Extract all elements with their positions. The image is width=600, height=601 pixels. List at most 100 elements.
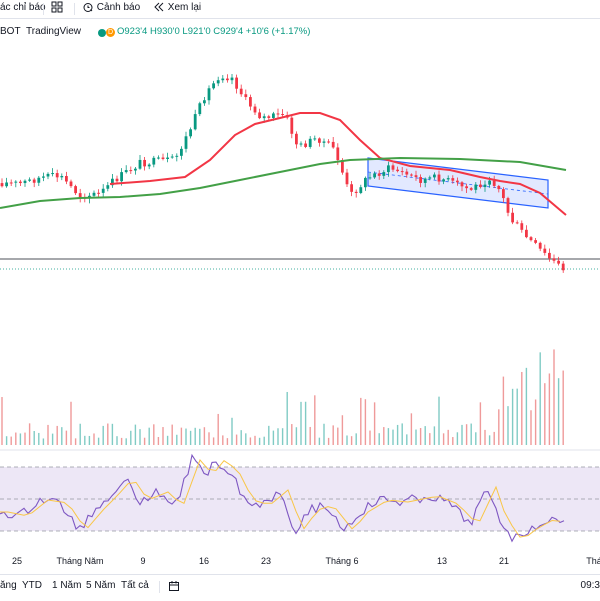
moving-average-slow [0, 156, 567, 209]
volume-bar [314, 395, 316, 445]
volume-bar [42, 438, 45, 445]
candle-body [226, 78, 229, 81]
range-button-ytd[interactable]: YTD [22, 580, 42, 591]
volume-bar [125, 438, 127, 445]
candle-body [216, 80, 220, 84]
candle-body [396, 169, 399, 172]
volume-bar [153, 424, 155, 445]
volume-bar [488, 435, 491, 445]
candle-body [506, 198, 510, 213]
candle-body [60, 175, 64, 178]
candle-body [520, 223, 524, 230]
candle-body [161, 157, 165, 159]
volume-bar [544, 383, 546, 445]
symbol-name: BOT [0, 26, 21, 37]
candle-body [295, 133, 298, 145]
volume-bar [249, 437, 252, 445]
time-axis-label: 25 [11, 556, 23, 566]
layout-grid-button[interactable] [51, 0, 63, 18]
candle-body [14, 181, 18, 183]
delayed-data-badge[interactable]: D [106, 28, 115, 37]
volume-bar [502, 376, 505, 445]
time-axis-label: 16 [198, 556, 210, 566]
range-button-5y[interactable]: 5 Năm [86, 580, 116, 591]
candle-body [106, 185, 110, 189]
candle-body [74, 186, 77, 194]
volume-bar [226, 438, 229, 445]
candle-body [327, 141, 330, 143]
volume-bar [429, 433, 431, 445]
candle-body [543, 248, 547, 253]
volume-bar [470, 423, 472, 445]
volume-bar [93, 433, 95, 445]
volume-bar [222, 435, 224, 445]
data-provider: TradingView [26, 26, 82, 37]
candle-body [175, 155, 179, 157]
candle-body [391, 165, 395, 170]
volume-bar [521, 371, 523, 445]
candle-body [373, 173, 376, 178]
candle-body [115, 178, 119, 182]
volume-bar [65, 430, 68, 445]
range-button-month[interactable]: ăng [0, 580, 17, 591]
volume-bar [134, 424, 137, 445]
range-button-all[interactable]: Tất cả [121, 580, 149, 591]
candle-body [313, 138, 317, 140]
indicators-menu[interactable]: ác chỉ báo [0, 0, 46, 18]
volume-bar [332, 425, 334, 445]
moving-average-fast [109, 112, 567, 216]
candle-body [331, 141, 335, 148]
volume-bar [479, 402, 482, 445]
candle-body [350, 184, 353, 192]
volume-bar [116, 436, 118, 445]
volume-bar [548, 373, 551, 445]
alert-button[interactable]: Cảnh báo [82, 0, 140, 18]
volume-bar [553, 349, 555, 445]
volume-bar [369, 430, 371, 445]
volume-bar [84, 435, 86, 445]
volume-bar [33, 431, 35, 445]
candle-body [147, 164, 151, 167]
volume-bar [456, 432, 459, 445]
candle-body [203, 100, 206, 104]
price-chart[interactable] [0, 0, 600, 556]
candle-body [235, 77, 238, 89]
volume-bar [387, 428, 390, 445]
candle-body [152, 157, 156, 165]
volume-bar [318, 437, 321, 445]
time-axis[interactable]: 25 Tháng Năm 9 16 23 Tháng 6 13 21 Thá [0, 556, 600, 570]
replay-label: Xem lại [167, 2, 202, 13]
volume-bar [199, 428, 201, 445]
goto-date-button[interactable] [168, 580, 180, 595]
volume-bar [1, 397, 3, 445]
alarm-clock-icon [83, 3, 93, 13]
volume-bar [323, 423, 325, 445]
volume-bar [484, 429, 486, 445]
candle-body [469, 188, 473, 190]
candle-body [377, 173, 381, 176]
calendar-icon [169, 581, 179, 591]
volume-bar [254, 435, 256, 445]
rewind-icon [154, 3, 164, 12]
range-button-1y[interactable]: 1 Năm [52, 580, 82, 591]
candle-body [276, 113, 280, 115]
volume-bar [452, 437, 454, 445]
candle-body [244, 94, 248, 98]
volume-bar [392, 429, 394, 445]
candle-body [9, 182, 13, 184]
candle-body [32, 179, 36, 183]
ohlc-values: O923'4 H930'0 L921'0 C929'4 +10'6 (+1.17… [117, 26, 311, 37]
candle-body [405, 171, 409, 175]
candle-body [184, 136, 188, 149]
candle-body [198, 103, 202, 115]
candle-body [364, 177, 367, 188]
toolbar-divider [74, 3, 75, 15]
volume-bar [507, 406, 509, 445]
volume-bar [539, 352, 541, 445]
candle-body [262, 116, 266, 119]
replay-button[interactable]: Xem lại [153, 0, 201, 18]
candle-body [166, 157, 169, 159]
volume-bar [475, 432, 477, 445]
volume-bar [185, 428, 187, 445]
channel-midline [367, 171, 549, 195]
